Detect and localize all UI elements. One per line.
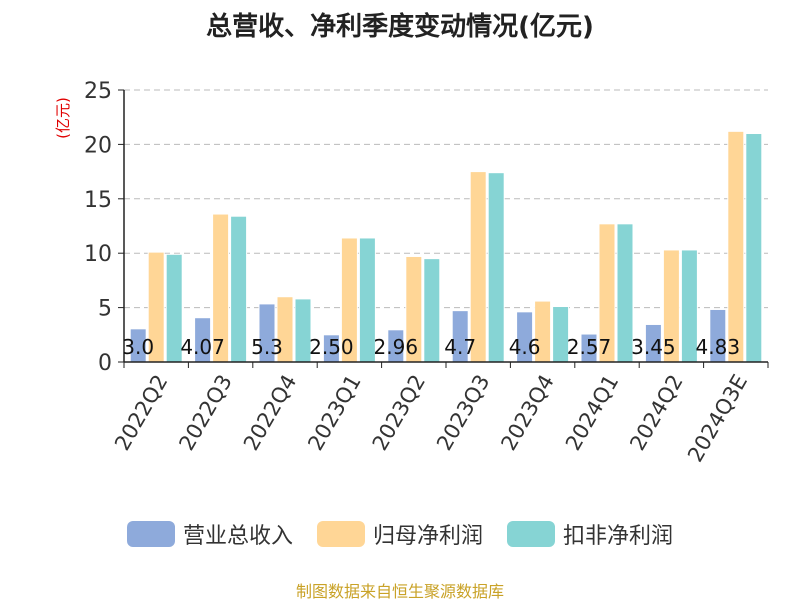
data-label-revenue: 5.3 — [251, 335, 283, 359]
x-tick-label: 2022Q4 — [239, 371, 301, 455]
y-tick-label: 0 — [98, 351, 112, 376]
x-tick-label: 2022Q2 — [110, 371, 172, 455]
legend: 营业总收入 归母净利润 扣非净利润 — [0, 518, 800, 550]
legend-label: 营业总收入 — [182, 524, 293, 549]
data-label-revenue: 2.96 — [374, 335, 419, 359]
bar-net_profit — [469, 171, 487, 363]
x-tick-label: 2024Q1 — [561, 371, 623, 455]
bar-non_recurring — [745, 133, 763, 363]
legend-swatch — [316, 521, 365, 547]
y-axis-label: (亿元) — [54, 97, 72, 139]
data-label-revenue: 4.07 — [180, 335, 225, 359]
bar-non_recurring — [487, 172, 505, 363]
y-tick-label: 25 — [84, 79, 112, 104]
x-tick-label: 2023Q3 — [432, 371, 494, 455]
bar-non_recurring — [423, 258, 441, 363]
x-tick-label: 2024Q2 — [625, 371, 687, 455]
data-label-revenue: 4.83 — [696, 335, 741, 359]
legend-item-net-profit[interactable]: 归母净利润 — [316, 518, 483, 550]
legend-label: 归母净利润 — [372, 524, 483, 549]
data-labels-group: 3.0 4.07 5.3 2.50 2.96 4.7 4.6 2.57 3.45 4.83 — [122, 335, 740, 359]
legend-label: 扣非净利润 — [563, 524, 674, 549]
bar-non_recurring — [230, 215, 248, 363]
y-tick-label: 5 — [98, 297, 112, 322]
data-label-revenue: 4.7 — [444, 335, 476, 359]
data-label-revenue: 2.57 — [567, 335, 612, 359]
y-tick-label: 10 — [84, 242, 112, 267]
chart-title: 总营收、净利季度变动情况(亿元) — [206, 12, 594, 42]
x-tick-label: 2023Q4 — [496, 371, 558, 455]
legend-item-non-recurring[interactable]: 扣非净利润 — [507, 518, 673, 550]
legend-swatch — [126, 521, 175, 547]
legend-swatch — [507, 521, 555, 547]
x-tick-label: 2024Q3E — [683, 371, 752, 467]
y-tick-label: 20 — [84, 133, 112, 158]
x-tick-label: 2023Q1 — [303, 371, 365, 455]
x-tick-label: 2023Q2 — [368, 371, 430, 455]
y-tick-label: 15 — [84, 188, 112, 213]
bars-group — [129, 130, 763, 363]
x-tick-label: 2022Q3 — [174, 371, 236, 455]
data-label-revenue: 2.50 — [309, 335, 354, 359]
legend-item-revenue[interactable]: 营业总收入 — [126, 518, 293, 550]
data-label-revenue: 3.0 — [122, 335, 154, 359]
data-source-note: 制图数据来自恒生聚源数据库 — [295, 582, 504, 601]
data-label-revenue: 4.6 — [509, 335, 541, 359]
gridlines — [124, 89, 768, 309]
data-label-revenue: 3.45 — [631, 335, 676, 359]
bar-net_profit — [727, 130, 745, 363]
